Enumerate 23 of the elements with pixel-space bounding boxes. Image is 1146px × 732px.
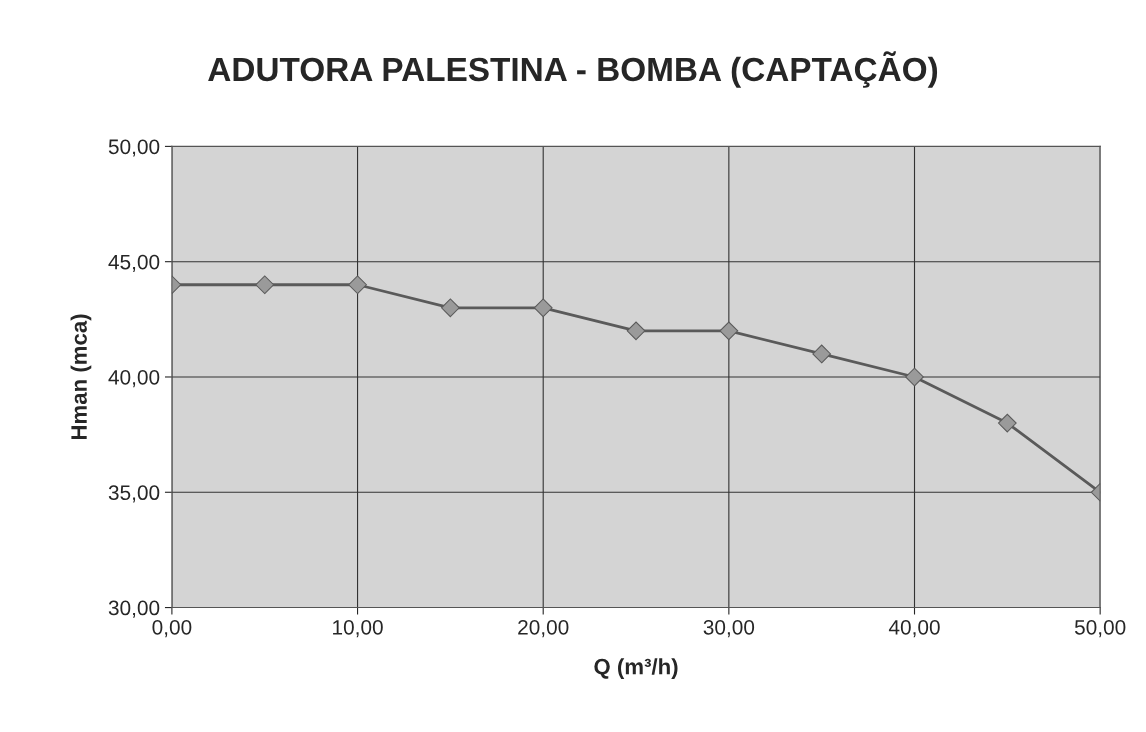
x-tick-label: 30,00: [703, 619, 755, 638]
point: [812, 344, 832, 364]
x-tick-label: 40,00: [888, 619, 940, 638]
x-tick-label: 10,00: [333, 619, 383, 638]
point: [905, 367, 924, 387]
point: [441, 298, 460, 318]
point: [626, 321, 646, 341]
y-tick-label: 50,00: [108, 139, 160, 157]
point: [719, 321, 739, 341]
x-tick-label: 50,00: [1074, 619, 1126, 638]
y-tick-label: 30,00: [108, 600, 160, 618]
y-tick-label: 45,00: [108, 254, 160, 272]
y-tick-label: 35,00: [108, 485, 160, 503]
x-tick-label: 20,00: [518, 619, 569, 638]
y-axis-title: Hman (mca): [70, 314, 92, 440]
point: [533, 298, 553, 318]
point: [348, 275, 367, 295]
x-axis-title: Q (m³/h): [594, 658, 678, 679]
x-tick-label: 0,00: [152, 619, 192, 638]
point: [255, 275, 275, 295]
point: [997, 413, 1017, 433]
y-tick-label: 40,00: [108, 369, 160, 388]
chart-title: ADUTORA PALESTINA - BOMBA (CAPTAÇÃO): [208, 51, 938, 88]
